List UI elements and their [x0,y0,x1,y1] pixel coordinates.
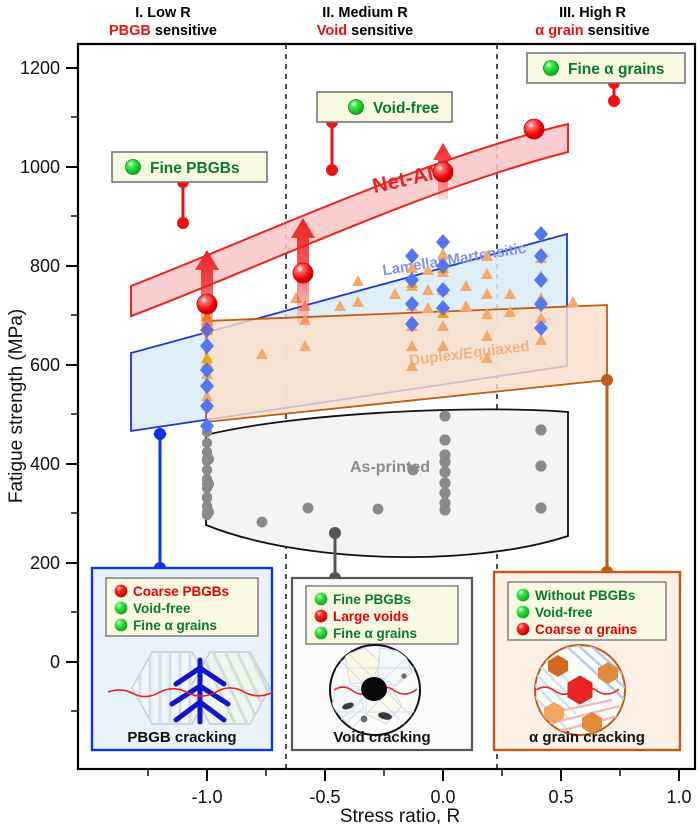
legend-1-item-1-label: Void-free [133,601,191,616]
region-header-III-keyword: α grain [535,23,584,40]
x-tick-label-1.0: 1.0 [666,787,691,807]
region-header-III-subtitle: α grain sensitive [505,22,680,40]
alpha-grain-circle-illustration [534,644,626,736]
legend-2-caption: Void cracking [333,729,430,746]
y-tick-label-400: 400 [30,454,60,474]
green-dot-icon [516,605,530,619]
band-as-printed [205,408,569,558]
y-axis-ticks [66,67,78,663]
green-dot-icon [125,159,141,175]
region-header-III-rest: sensitive [583,23,650,40]
y-tick-label-200: 200 [30,553,60,573]
legend-3-caption: α grain cracking [529,729,645,746]
y-tick-label-600: 600 [30,355,60,375]
x-tick-label-0.0: 0.0 [430,787,455,807]
region-header-III: III. High R α grain sensitive [505,4,680,41]
green-dot-icon [543,60,559,76]
callout-leaders [177,77,620,229]
region-header-I-title: I. Low R [135,5,191,21]
region-header-II-title: II. Medium R [322,5,408,21]
y-axis-title: Fatigue strength (MPa) [6,309,27,503]
y-tick-label-0: 0 [50,652,60,672]
legend-box-pbgb-cracking[interactable]: Coarse PBGBs Void-free Fine α grains [90,566,286,752]
green-dot-icon [114,601,128,615]
green-dot-icon [114,618,128,632]
y-tick-label-1000: 1000 [20,157,60,177]
green-dot-icon [516,588,530,602]
x-tick-label-0.5: 0.5 [548,787,573,807]
region-header-II-subtitle: Void sensitive [285,22,445,40]
x-axis-minor-ticks [147,769,621,776]
region-header-III-title: III. High R [559,5,626,21]
series-lamellar-markers [153,226,548,441]
legend-2-item-2-label: Fine α grains [333,626,417,641]
red-dot-icon [516,622,530,636]
y-axis-minor-ticks [71,116,78,712]
legend-1-caption: PBGB cracking [127,729,236,746]
red-dot-icon [314,609,328,623]
series-net-am-markers [196,118,545,315]
legend-2-item-0-label: Fine PBGBs [333,592,411,607]
green-dot-icon [314,626,328,640]
legend-box-alpha-grain-cracking[interactable]: Without PBGBs Void-free Coarse α grains [492,570,682,752]
x-tick-label--1.0: -1.0 [191,787,222,807]
legend-box-void-cracking[interactable]: Fine PBGBs Large voids Fine α grains [290,576,474,752]
region-header-II: II. Medium R Void sensitive [285,4,445,41]
region-header-I-subtitle: PBGB sensitive [88,22,238,40]
green-dot-icon [314,592,328,606]
legend-3-item-2-label: Coarse α grains [535,622,637,637]
callout-fine-pbgbs[interactable]: Fine PBGBs [111,151,268,183]
callout-fine-alpha-grains[interactable]: Fine α grains [526,52,686,84]
red-dot-icon [114,584,128,598]
green-dot-icon [348,99,364,115]
callout-void-free-label: Void-free [373,100,439,117]
legend-1-item-0-label: Coarse PBGBs [133,584,229,599]
x-axis-ticks [206,769,680,781]
y-tick-label-1200: 1200 [20,58,60,78]
legend-1-item-2-label: Fine α grains [133,618,217,633]
x-tick-label--0.5: -0.5 [309,787,340,807]
legend-3-item-0-label: Without PBGBs [535,588,635,603]
region-header-II-rest: sensitive [347,23,414,40]
x-axis-title: Stress ratio, R [340,806,460,824]
legend-2-item-1-label: Large voids [333,609,409,624]
callout-void-free[interactable]: Void-free [316,91,453,123]
band-net-am [130,122,569,318]
pbgb-hexagon-illustration [107,651,274,725]
region-header-I: I. Low R PBGB sensitive [88,4,238,41]
void-circle-illustration [329,644,421,736]
callout-fine-alpha-label: Fine α grains [568,61,665,78]
region-header-I-rest: sensitive [150,23,217,40]
region-header-I-keyword: PBGB [109,23,151,40]
band-label-as-printed: As-printed [350,459,430,476]
callout-fine-pbgbs-label: Fine PBGBs [150,160,240,177]
region-header-II-keyword: Void [316,23,348,40]
y-tick-label-800: 800 [30,256,60,276]
legend-3-item-1-label: Void-free [535,605,593,620]
